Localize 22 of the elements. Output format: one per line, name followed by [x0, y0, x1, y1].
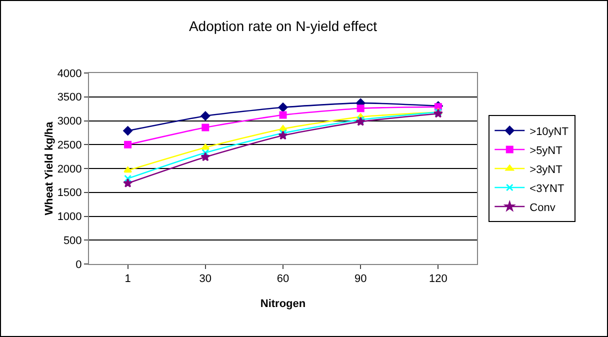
legend-label: Conv: [530, 202, 556, 214]
legend-label: >10yNT: [530, 126, 569, 138]
x-tick-label: 30: [199, 273, 212, 286]
legend-label: <3YNT: [530, 182, 564, 195]
y-tick-label: 2000: [57, 163, 82, 176]
x-tick-label: 1: [124, 273, 131, 286]
x-tick-label: 120: [429, 273, 448, 286]
x-tick-label: 90: [354, 273, 367, 286]
y-tick-label: 3000: [57, 116, 82, 128]
y-axis-title: Wheat Yield kg/ha: [43, 120, 56, 216]
x-axis-title: Nitrogen: [260, 298, 306, 310]
y-tick-label: 2500: [57, 139, 82, 152]
y-tick-label: 500: [63, 234, 82, 247]
legend-label: >5yNT: [530, 144, 563, 157]
y-tick-label: 0: [76, 258, 82, 271]
y-tick-label: 4000: [57, 68, 82, 80]
y-tick-label: 1000: [57, 211, 82, 224]
legend-label: >3yNT: [530, 164, 563, 176]
chart-title: Adoption rate on N-yield effect: [188, 18, 378, 34]
y-tick-label: 3500: [57, 92, 82, 104]
y-tick-label: 1500: [57, 187, 82, 200]
x-tick-label: 60: [276, 273, 290, 286]
